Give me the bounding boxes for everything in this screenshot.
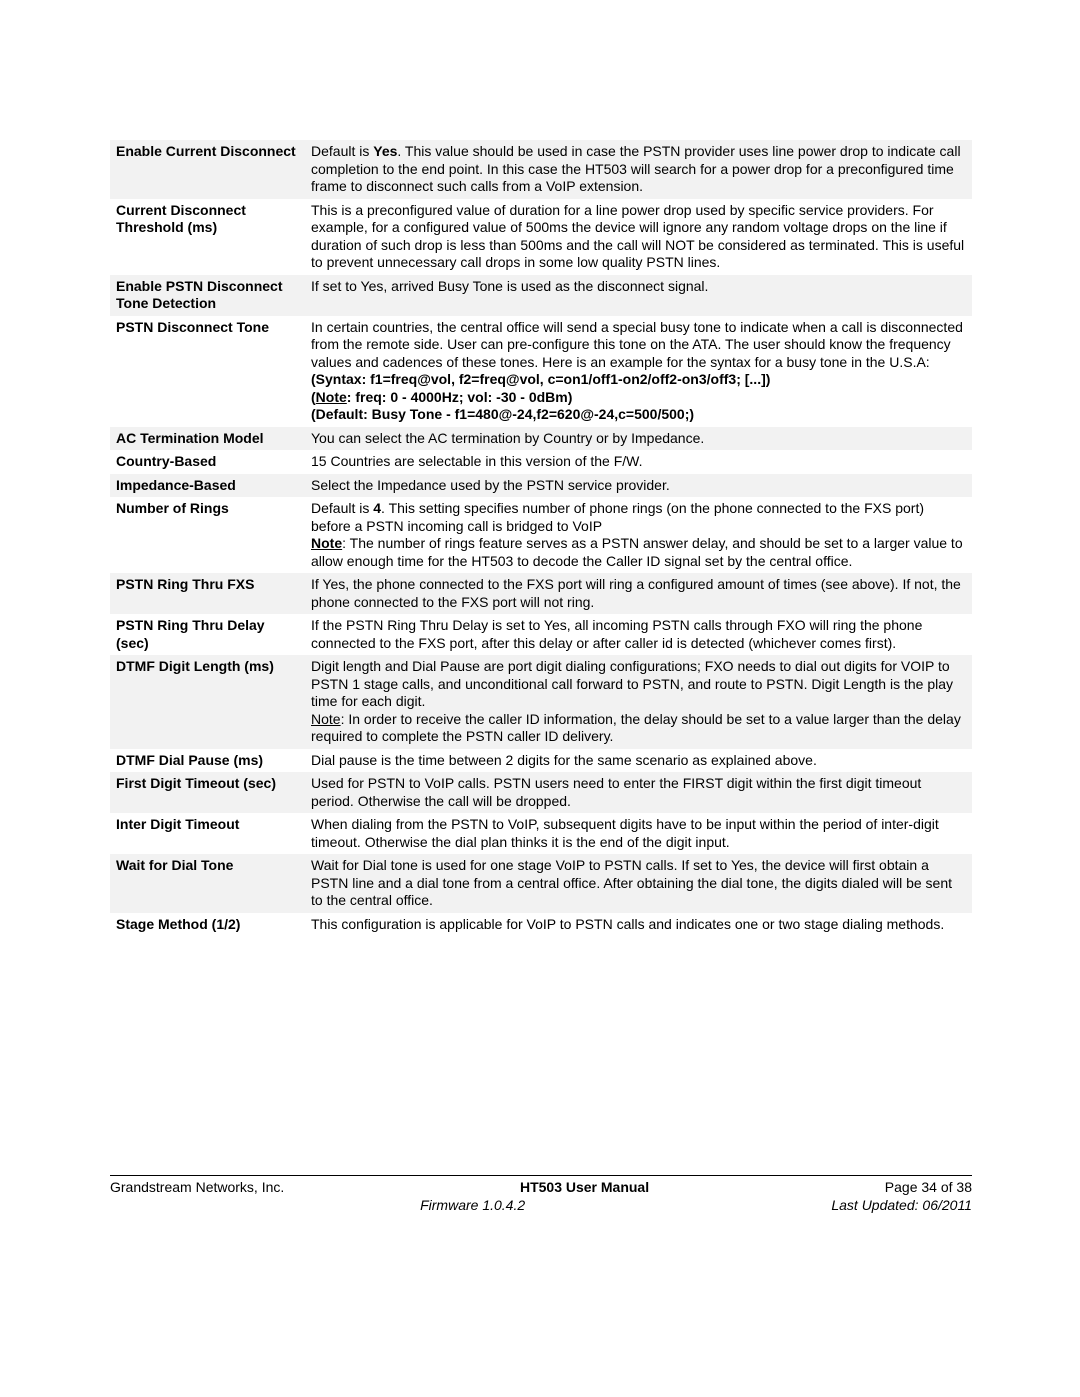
- table-row: Stage Method (1/2)This configuration is …: [110, 913, 972, 937]
- footer-row-1: Grandstream Networks, Inc. HT503 User Ma…: [110, 1175, 972, 1195]
- setting-label: Current Disconnect Threshold (ms): [110, 199, 305, 275]
- setting-description: You can select the AC termination by Cou…: [305, 427, 972, 451]
- table-row: Number of RingsDefault is 4. This settin…: [110, 497, 972, 573]
- setting-label: Wait for Dial Tone: [110, 854, 305, 913]
- table-row: Wait for Dial ToneWait for Dial tone is …: [110, 854, 972, 913]
- setting-description: If Yes, the phone connected to the FXS p…: [305, 573, 972, 614]
- table-row: Inter Digit TimeoutWhen dialing from the…: [110, 813, 972, 854]
- setting-description: When dialing from the PSTN to VoIP, subs…: [305, 813, 972, 854]
- setting-description: Default is 4. This setting specifies num…: [305, 497, 972, 573]
- table-row: PSTN Disconnect ToneIn certain countries…: [110, 316, 972, 427]
- table-row: DTMF Digit Length (ms)Digit length and D…: [110, 655, 972, 749]
- setting-label: PSTN Disconnect Tone: [110, 316, 305, 427]
- setting-description: Select the Impedance used by the PSTN se…: [305, 474, 972, 498]
- setting-description: If set to Yes, arrived Busy Tone is used…: [305, 275, 972, 316]
- table-row: PSTN Ring Thru FXSIf Yes, the phone conn…: [110, 573, 972, 614]
- setting-label: PSTN Ring Thru Delay (sec): [110, 614, 305, 655]
- setting-label: Impedance-Based: [110, 474, 305, 498]
- config-table: Enable Current DisconnectDefault is Yes.…: [110, 140, 972, 936]
- setting-label: Enable Current Disconnect: [110, 140, 305, 199]
- table-row: PSTN Ring Thru Delay (sec)If the PSTN Ri…: [110, 614, 972, 655]
- setting-label: PSTN Ring Thru FXS: [110, 573, 305, 614]
- setting-description: This configuration is applicable for VoI…: [305, 913, 972, 937]
- footer-updated: Last Updated: 06/2011: [831, 1197, 972, 1213]
- table-row: Impedance-BasedSelect the Impedance used…: [110, 474, 972, 498]
- config-table-body: Enable Current DisconnectDefault is Yes.…: [110, 140, 972, 936]
- setting-label: First Digit Timeout (sec): [110, 772, 305, 813]
- setting-description: Digit length and Dial Pause are port dig…: [305, 655, 972, 749]
- setting-description: Dial pause is the time between 2 digits …: [305, 749, 972, 773]
- table-row: DTMF Dial Pause (ms)Dial pause is the ti…: [110, 749, 972, 773]
- setting-label: DTMF Dial Pause (ms): [110, 749, 305, 773]
- table-row: First Digit Timeout (sec)Used for PSTN t…: [110, 772, 972, 813]
- document-page: Enable Current DisconnectDefault is Yes.…: [0, 0, 1080, 1397]
- table-row: Enable PSTN Disconnect Tone DetectionIf …: [110, 275, 972, 316]
- footer-company: Grandstream Networks, Inc.: [110, 1179, 284, 1195]
- setting-label: Country-Based: [110, 450, 305, 474]
- setting-label: Enable PSTN Disconnect Tone Detection: [110, 275, 305, 316]
- setting-description: 15 Countries are selectable in this vers…: [305, 450, 972, 474]
- setting-label: Number of Rings: [110, 497, 305, 573]
- setting-description: Wait for Dial tone is used for one stage…: [305, 854, 972, 913]
- setting-description: If the PSTN Ring Thru Delay is set to Ye…: [305, 614, 972, 655]
- setting-label: DTMF Digit Length (ms): [110, 655, 305, 749]
- footer-manual: HT503 User Manual: [520, 1179, 649, 1195]
- setting-label: Stage Method (1/2): [110, 913, 305, 937]
- setting-label: AC Termination Model: [110, 427, 305, 451]
- setting-label: Inter Digit Timeout: [110, 813, 305, 854]
- setting-description: Default is Yes. This value should be use…: [305, 140, 972, 199]
- table-row: AC Termination ModelYou can select the A…: [110, 427, 972, 451]
- setting-description: In certain countries, the central office…: [305, 316, 972, 427]
- footer-row-2: . Firmware 1.0.4.2 Last Updated: 06/2011: [110, 1197, 972, 1213]
- table-row: Country-Based15 Countries are selectable…: [110, 450, 972, 474]
- footer-page: Page 34 of 38: [885, 1179, 972, 1195]
- table-row: Enable Current DisconnectDefault is Yes.…: [110, 140, 972, 199]
- setting-description: Used for PSTN to VoIP calls. PSTN users …: [305, 772, 972, 813]
- setting-description: This is a preconfigured value of duratio…: [305, 199, 972, 275]
- table-row: Current Disconnect Threshold (ms)This is…: [110, 199, 972, 275]
- footer-firmware: Firmware 1.0.4.2: [420, 1197, 525, 1213]
